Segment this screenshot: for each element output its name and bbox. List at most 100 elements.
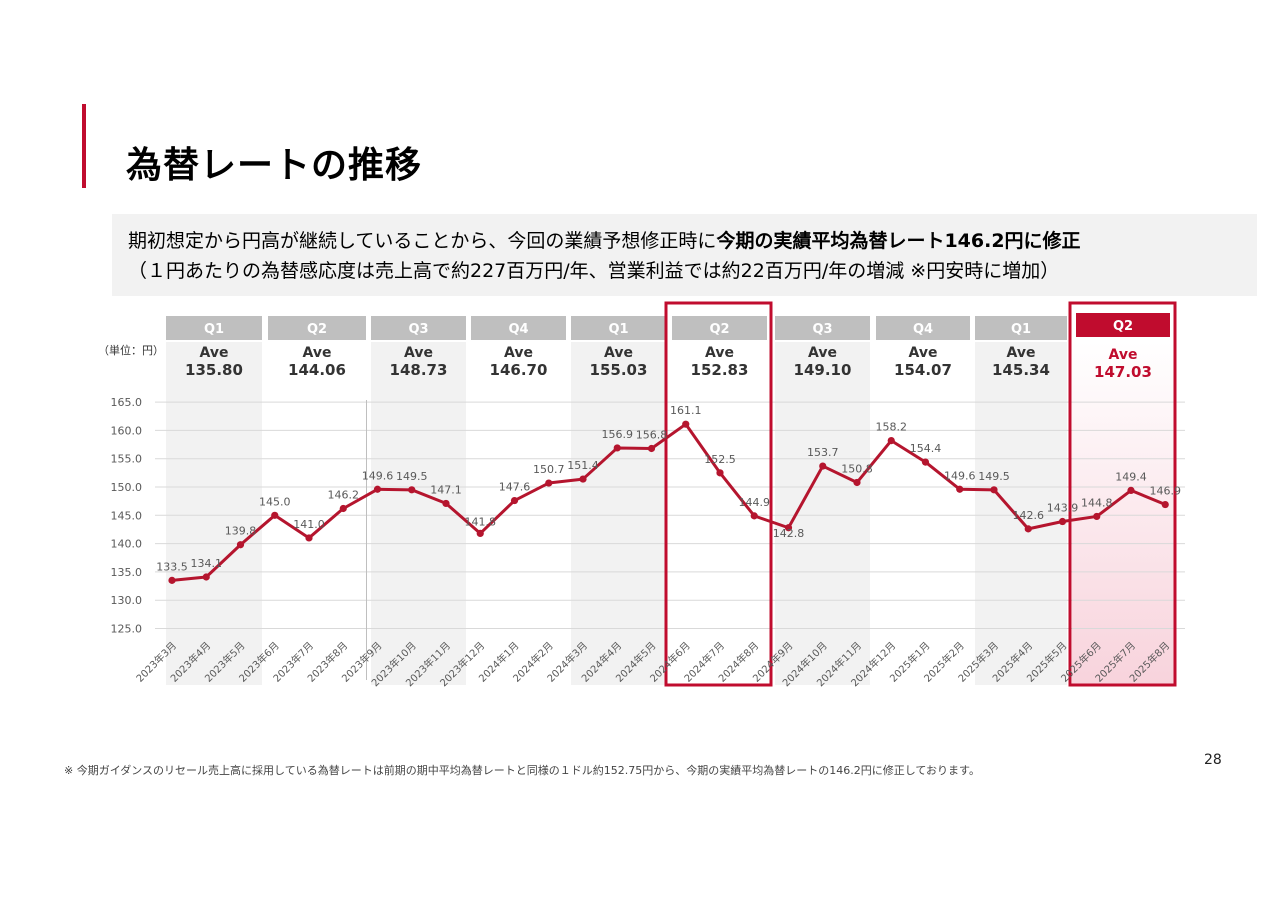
quarter-label: Q3 xyxy=(408,322,428,337)
y-tick-label: 140.0 xyxy=(111,538,143,551)
data-label: 141.8 xyxy=(465,515,497,528)
data-label: 139.8 xyxy=(225,525,257,538)
quarter-ave-label: Ave xyxy=(1109,347,1138,363)
lead-line-1-normal: 期初想定から円高が継続していることから、今回の業績予想修正時に xyxy=(128,230,717,252)
quarter-ave-label: Ave xyxy=(303,345,332,361)
data-point xyxy=(408,486,416,494)
data-label: 144.8 xyxy=(1081,496,1113,509)
current-quarter-highlight xyxy=(1072,342,1174,685)
data-label: 154.4 xyxy=(910,442,942,455)
data-point xyxy=(887,436,895,445)
quarter-header xyxy=(268,316,366,340)
data-label: 133.5 xyxy=(156,560,188,573)
data-point xyxy=(1024,525,1032,533)
data-point xyxy=(339,504,347,513)
data-label: 147.6 xyxy=(499,481,531,494)
data-label: 152.5 xyxy=(704,453,736,466)
data-point xyxy=(545,479,553,487)
quarter-label: Q4 xyxy=(508,322,528,337)
lead-line-1: 期初想定から円高が継続していることから、今回の業績予想修正時に今期の実績平均為替… xyxy=(128,226,1081,253)
lead-line-2: （１円あたりの為替感応度は売上高で約227百万円/年、営業利益では約22百万円/… xyxy=(128,260,1060,282)
quarter-label: Q1 xyxy=(204,322,224,337)
data-point xyxy=(236,541,245,549)
quarter-label: Q2 xyxy=(1113,319,1133,334)
data-point xyxy=(305,534,313,542)
quarter-label: Q4 xyxy=(913,322,933,337)
data-label: 149.4 xyxy=(1115,470,1147,483)
quarter-ave-label: Ave xyxy=(404,345,433,361)
data-point xyxy=(750,512,758,520)
quarter-header xyxy=(371,316,466,340)
data-point xyxy=(682,420,690,428)
data-label: 146.9 xyxy=(1150,485,1182,498)
quarter-ave-value: 152.83 xyxy=(691,361,749,379)
data-point xyxy=(1161,500,1169,509)
data-label: 143.9 xyxy=(1047,502,1079,515)
data-label: 145.0 xyxy=(259,495,291,508)
data-point xyxy=(168,576,176,584)
data-point xyxy=(716,469,724,477)
data-point xyxy=(271,511,279,519)
data-label: 141.0 xyxy=(293,518,325,531)
quarter-header xyxy=(1076,313,1170,337)
highlight-box-2025-q2 xyxy=(1068,301,1177,687)
quarter-ave-label: Ave xyxy=(1007,345,1036,361)
page-title: 為替レートの推移 xyxy=(126,145,423,186)
y-tick-label: 165.0 xyxy=(111,396,143,409)
data-label: 153.7 xyxy=(807,446,839,459)
lead-box xyxy=(112,214,1257,296)
data-label: 149.6 xyxy=(362,469,394,482)
data-point xyxy=(1093,512,1101,521)
data-point xyxy=(1127,486,1135,494)
quarter-band xyxy=(775,342,870,685)
y-tick-label: 145.0 xyxy=(111,509,143,522)
quarter-ave-label: Ave xyxy=(200,345,229,361)
data-point xyxy=(784,524,793,532)
data-point xyxy=(647,444,656,453)
quarter-header xyxy=(876,316,970,340)
data-point xyxy=(373,485,382,493)
quarter-ave-label: Ave xyxy=(604,345,633,361)
quarter-label: Q1 xyxy=(608,322,628,337)
quarter-label: Q1 xyxy=(1011,322,1031,337)
data-label: 142.6 xyxy=(1013,509,1045,522)
quarter-header xyxy=(166,316,262,340)
data-point xyxy=(613,444,621,452)
data-label: 150.8 xyxy=(841,462,873,475)
data-label: 161.1 xyxy=(670,404,702,417)
quarter-label: Q2 xyxy=(307,322,327,337)
quarter-ave-value: 144.06 xyxy=(288,361,346,379)
page-number: 28 xyxy=(1204,752,1222,768)
data-label: 156.8 xyxy=(636,429,668,442)
y-tick-label: 160.0 xyxy=(111,424,143,437)
quarter-header xyxy=(471,316,566,340)
data-point xyxy=(579,475,587,483)
data-label: 146.2 xyxy=(328,489,360,502)
quarter-band xyxy=(571,342,666,685)
quarter-label: Q3 xyxy=(812,322,832,337)
quarter-ave-label: Ave xyxy=(909,345,938,361)
footnote: ※ 今期ガイダンスのリセール売上高に採用している為替レートは前期の期中平均為替レ… xyxy=(64,764,980,777)
data-label: 156.9 xyxy=(602,428,634,441)
quarter-ave-label: Ave xyxy=(705,345,734,361)
y-tick-label: 130.0 xyxy=(111,594,143,607)
quarter-ave-value: 154.07 xyxy=(894,361,952,379)
quarter-header xyxy=(672,316,767,340)
data-label: 147.1 xyxy=(430,483,462,496)
data-label: 142.8 xyxy=(773,527,805,540)
data-point xyxy=(1058,517,1067,526)
quarter-ave-label: Ave xyxy=(504,345,533,361)
quarter-ave-value: 149.10 xyxy=(794,361,852,379)
quarter-ave-value: 135.80 xyxy=(185,361,243,379)
data-label: 149.6 xyxy=(944,469,976,482)
data-label: 158.2 xyxy=(876,421,908,434)
data-point xyxy=(921,458,930,466)
quarter-ave-value: 148.73 xyxy=(390,361,448,379)
data-point xyxy=(510,496,519,505)
data-label: 149.5 xyxy=(978,470,1010,483)
data-point xyxy=(853,478,861,487)
quarter-header xyxy=(775,316,870,340)
y-tick-label: 155.0 xyxy=(111,453,143,466)
unit-label: （単位：円） xyxy=(98,343,164,357)
